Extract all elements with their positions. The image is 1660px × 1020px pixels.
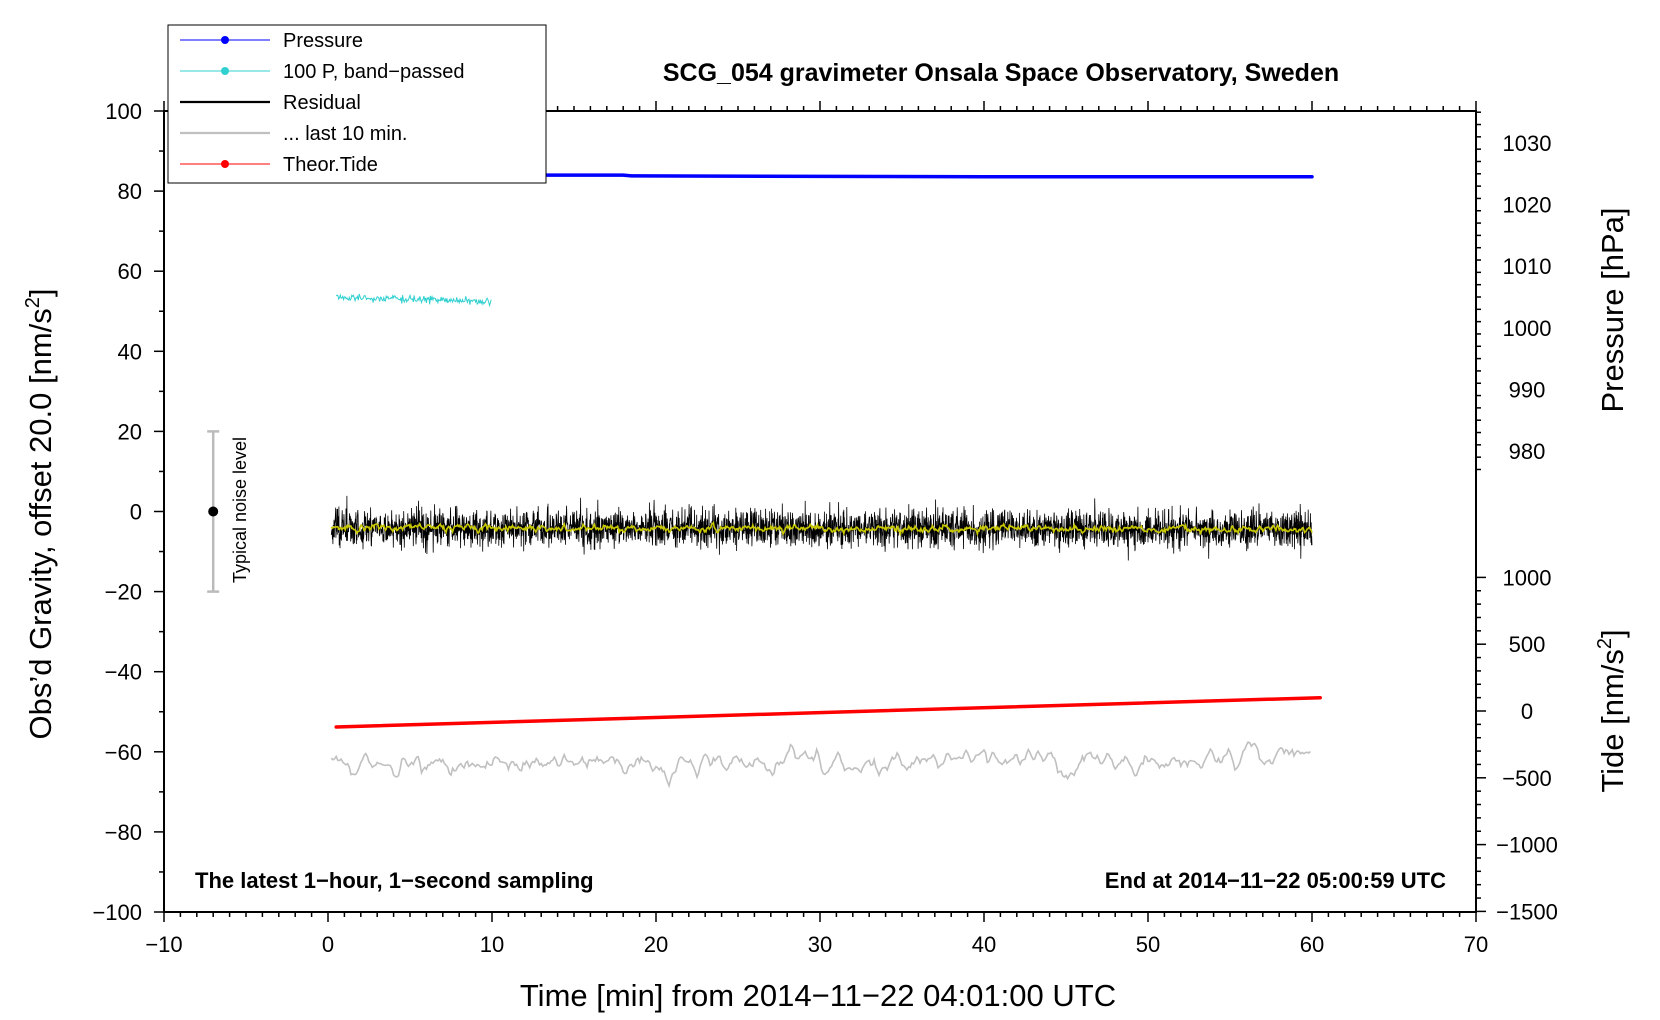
pressure-tick-label: 1020 xyxy=(1503,193,1552,218)
x-tick-label: 60 xyxy=(1300,932,1324,957)
tide-tick-label: 1000 xyxy=(1503,565,1552,590)
tide-tick-label: 0 xyxy=(1521,699,1533,724)
legend-item: 100 P, band−passed xyxy=(180,61,464,83)
y-tick-label: 40 xyxy=(118,339,142,364)
pressure-tick-label: 980 xyxy=(1509,439,1546,464)
legend-label: ... last 10 min. xyxy=(283,123,408,145)
series-theoretical-tide xyxy=(334,695,1322,729)
series-last-10-min xyxy=(330,741,1311,789)
pressure-axis-label: Pressure [hPa] xyxy=(1595,207,1630,412)
sampling-note: The latest 1−hour, 1−second sampling xyxy=(195,868,594,893)
y-tick-label: −40 xyxy=(105,660,142,685)
tide-tick-label: −1000 xyxy=(1496,833,1558,858)
legend-item: ... last 10 min. xyxy=(180,123,408,145)
series-layer xyxy=(330,173,1322,789)
x-tick-label: 20 xyxy=(644,932,668,957)
y-tick-label: 100 xyxy=(105,99,142,124)
series-residual xyxy=(330,495,1313,561)
x-tick-labels: −10 0 10 20 30 40 50 60 70 xyxy=(145,932,1488,957)
legend-item: Residual xyxy=(180,92,361,114)
plot-frame xyxy=(163,110,1477,913)
series-residual-smoothed xyxy=(330,520,1313,538)
x-tick-label: 10 xyxy=(480,932,504,957)
legend-marker xyxy=(221,36,229,44)
x-axis-label: Time [min] from 2014−11−22 04:01:00 UTC xyxy=(520,978,1116,1013)
x-tick-label: 0 xyxy=(322,932,334,957)
x-tick-label: 50 xyxy=(1136,932,1160,957)
legend-marker xyxy=(221,67,229,75)
pressure-tick-label: 1000 xyxy=(1503,316,1552,341)
noise-center-dot xyxy=(208,506,219,517)
series-band-passed-pressure xyxy=(335,293,492,308)
legend-label: Residual xyxy=(283,92,361,114)
legend-item: Theor.Tide xyxy=(180,154,378,176)
y-tick-label: −20 xyxy=(105,580,142,605)
tide-tick-label: −500 xyxy=(1502,766,1552,791)
tide-tick-label: 500 xyxy=(1509,632,1546,657)
y-tick-label: −100 xyxy=(92,900,142,925)
y-tick-label: 20 xyxy=(118,419,142,444)
legend-label: Theor.Tide xyxy=(283,154,378,176)
noise-level-indicator xyxy=(207,430,220,593)
tide-axis-label: Tide [nm/s2] xyxy=(1594,629,1630,792)
pressure-tick-label: 1030 xyxy=(1503,131,1552,156)
x-tick-label: 30 xyxy=(808,932,832,957)
y-tick-label: −60 xyxy=(105,740,142,765)
chart-title: SCG_054 gravimeter Onsala Space Observat… xyxy=(663,59,1339,87)
pressure-tick-labels: 1030 1020 1010 1000 990 980 xyxy=(1503,131,1552,464)
end-time-note: End at 2014−11−22 05:00:59 UTC xyxy=(1105,868,1446,893)
legend-item: Pressure xyxy=(180,30,363,52)
legend-label: 100 P, band−passed xyxy=(283,61,464,83)
y-tick-label: −80 xyxy=(105,820,142,845)
legend: Pressure 100 P, band−passed Residual ... la… xyxy=(167,24,547,184)
y-tick-label: 60 xyxy=(118,259,142,284)
y-tick-label: 80 xyxy=(118,179,142,204)
y-axis-label: Obs’d Gravity, offset 20.0 [nm/s2] xyxy=(22,288,58,739)
pressure-tick-label: 990 xyxy=(1509,377,1546,402)
x-tick-label: 40 xyxy=(972,932,996,957)
y-tick-labels: 100 80 60 40 20 0 −20 −40 −60 −80 −100 xyxy=(92,99,142,925)
x-tick-label: −10 xyxy=(145,932,182,957)
legend-marker xyxy=(221,160,229,168)
y-tick-label: 0 xyxy=(130,500,142,525)
tick-marks xyxy=(154,101,1486,922)
pressure-tick-label: 1010 xyxy=(1503,254,1552,279)
tide-tick-labels: 1000 500 0 −500 −1000 −1500 xyxy=(1496,565,1558,924)
tide-tick-label: −1500 xyxy=(1496,899,1558,924)
legend-label: Pressure xyxy=(283,30,363,52)
x-tick-label: 70 xyxy=(1464,932,1488,957)
legend-box xyxy=(167,24,547,184)
noise-level-label: Typical noise level xyxy=(230,437,250,583)
